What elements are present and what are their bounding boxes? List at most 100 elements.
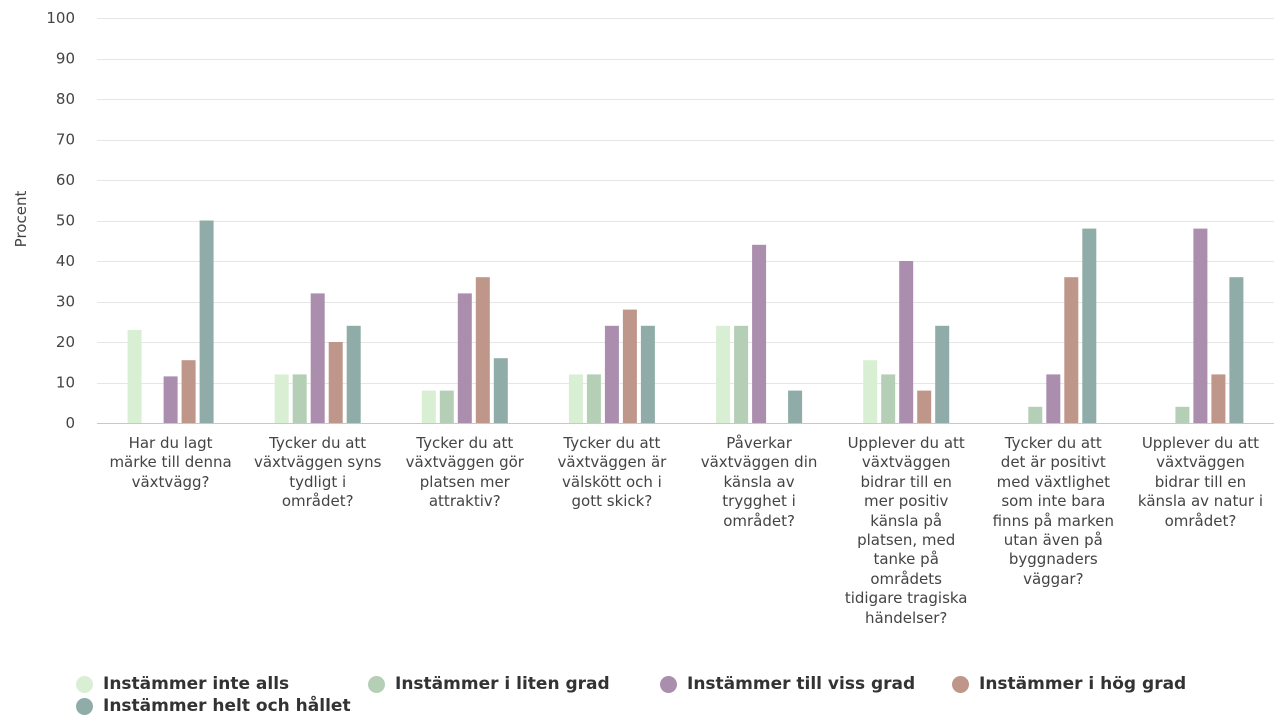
x-axis-category-line: väggar? — [1023, 569, 1084, 588]
bar — [292, 374, 307, 423]
bar — [163, 376, 178, 423]
legend-item[interactable]: Instämmer inte alls — [76, 674, 289, 694]
bar — [604, 325, 619, 423]
bar — [716, 325, 731, 423]
bar — [863, 360, 878, 423]
legend-marker — [76, 697, 93, 715]
bar — [328, 342, 343, 423]
x-axis-category-label: Upplever du att växtväggen bidrar till en m… — [842, 434, 970, 628]
bar — [935, 325, 950, 423]
x-axis-category-line: Tycker du att — [269, 434, 367, 452]
legend-item[interactable]: Instämmer i hög grad — [952, 674, 1186, 694]
y-axis-label: Procent — [12, 191, 30, 248]
x-axis-category-line: Tycker du att — [416, 434, 514, 452]
x-axis-category-line: området? — [723, 511, 795, 530]
x-axis-category-line: det är positivt — [1000, 453, 1106, 472]
x-axis-category-line: tanke på — [873, 550, 939, 569]
x-axis-category-label: Tycker du att växtväggen gör platsen mer at… — [401, 434, 529, 512]
legend-marker — [76, 675, 93, 693]
x-axis-category-line: bidrar till en — [860, 472, 952, 491]
bar — [734, 325, 749, 423]
bar — [346, 325, 361, 423]
bar — [788, 390, 803, 423]
y-tick-label: 100 — [46, 9, 75, 27]
bar — [622, 309, 637, 423]
x-axis-category-line: byggnaders — [1008, 550, 1098, 569]
x-axis-category-line: känsla på — [870, 511, 943, 530]
x-axis-category-line: platsen mer — [419, 472, 510, 491]
x-axis-category-label: Har du lagt märke till denna växtvägg? — [107, 434, 235, 492]
bar — [881, 374, 896, 423]
bar — [752, 244, 767, 423]
y-tick-label: 80 — [56, 90, 75, 108]
x-axis-category-line: området? — [281, 492, 354, 511]
y-axis-ticks: 0 10 20 30 40 50 60 70 80 90 100 — [46, 9, 75, 432]
x-axis-category-line: känsla av — [723, 472, 795, 491]
legend-item[interactable]: Instämmer i liten grad — [368, 674, 610, 694]
x-axis-category-line: märke till denna — [109, 453, 232, 472]
x-axis-category-line: Påverkar — [726, 434, 792, 452]
legend-marker — [952, 675, 969, 693]
legend-marker — [368, 675, 385, 693]
x-axis-category-line: Har du lagt — [128, 434, 213, 452]
x-axis-category-line: bidrar till en — [1154, 472, 1247, 491]
bar — [1046, 374, 1061, 423]
bar — [1211, 374, 1226, 423]
x-axis-category-line: gott skick? — [571, 492, 653, 511]
bar — [1064, 277, 1079, 423]
x-axis-category-line: området? — [1164, 511, 1237, 530]
x-axis-category-line: tidigare tragiska — [844, 589, 968, 608]
y-tick-label: 30 — [56, 293, 75, 311]
bar — [199, 220, 214, 423]
bar — [310, 293, 325, 423]
y-tick-label: 90 — [56, 50, 75, 68]
x-axis-category-line: Tycker du att — [1004, 434, 1102, 452]
bar — [181, 360, 196, 423]
bars — [127, 220, 1244, 423]
y-tick-label: 0 — [65, 414, 75, 432]
bar — [439, 390, 454, 423]
bar — [568, 374, 583, 423]
legend-item[interactable]: Instämmer till viss grad — [660, 674, 915, 694]
gridlines — [97, 18, 1274, 384]
bar — [1193, 228, 1208, 423]
legend-label: Instämmer i liten grad — [395, 674, 610, 694]
y-tick-label: 10 — [56, 374, 75, 392]
x-axis-category-line: växtväggen syns — [253, 453, 382, 472]
y-tick-label: 40 — [56, 252, 75, 270]
legend-label: Instämmer inte alls — [103, 674, 290, 694]
bar — [457, 293, 472, 423]
bar — [586, 374, 601, 423]
bar — [917, 390, 932, 423]
x-axis-category-line: platsen, med — [857, 531, 956, 550]
bar — [421, 390, 436, 423]
x-axis-category-label: Påverkar växtväggen din känsla av trygghet … — [695, 434, 823, 531]
x-axis-category-line: finns på marken — [992, 511, 1114, 530]
x-axis-category-line: Upplever du att — [847, 434, 965, 452]
x-axis-category-label: Tycker du att växtväggen är välskött och i… — [548, 434, 676, 512]
legend-item[interactable]: Instämmer helt och hållet — [76, 696, 351, 716]
y-tick-label: 50 — [56, 212, 75, 230]
x-axis-category-line: växtväggen är — [557, 453, 667, 472]
x-axis-category-line: känsla av natur i — [1137, 492, 1263, 511]
x-axis-category-line: välskött och i — [562, 472, 662, 491]
x-axis-category-line: växtväggen gör — [405, 453, 524, 472]
x-axis-category-line: Upplever du att — [1141, 434, 1260, 452]
bar — [1175, 406, 1190, 423]
legend-label: Instämmer i hög grad — [979, 674, 1187, 694]
bar — [640, 325, 655, 423]
bar — [475, 277, 490, 423]
bar — [127, 329, 142, 423]
legend-label: Instämmer till viss grad — [687, 674, 916, 694]
x-axis-category-line: mer positiv — [863, 492, 949, 511]
x-axis-category-line: tydligt i — [289, 472, 347, 491]
x-axis-category-line: attraktiv? — [428, 492, 501, 511]
bar — [1229, 277, 1244, 423]
x-axis-category-label: Tycker du att växtväggen syns tydligt i omr… — [254, 434, 382, 512]
bar — [1082, 228, 1097, 423]
legend-label: Instämmer helt och hållet — [103, 696, 351, 716]
x-axis-category-line: med växtlighet — [996, 472, 1111, 491]
x-axis-category-line: växtväggen din — [700, 453, 818, 472]
x-axis-category-line: områdets — [870, 569, 942, 588]
